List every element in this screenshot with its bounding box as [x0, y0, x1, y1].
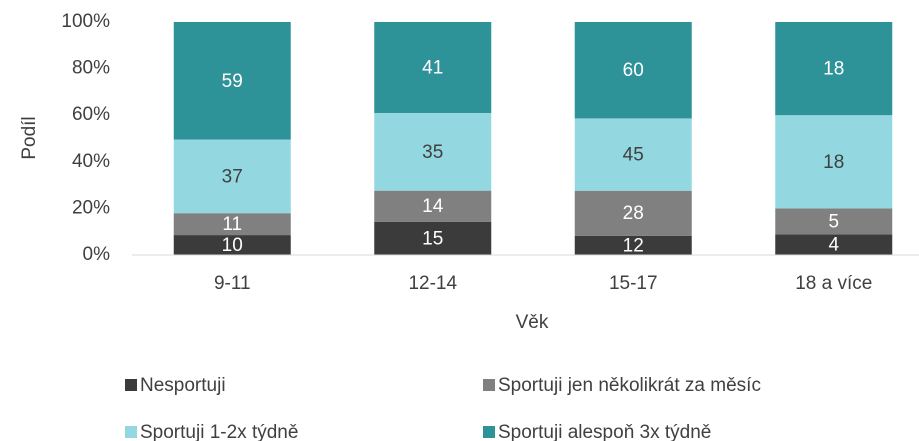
x-axis-title: Věk	[516, 312, 549, 333]
legend-label: Sportuji jen několikrát za měsíc	[498, 375, 761, 396]
legend-label: Nesportuji	[140, 375, 226, 396]
bar-segment	[775, 115, 893, 209]
legend-label: Sportuji alespoň 3x týdně	[498, 422, 711, 441]
bar-segment	[775, 22, 893, 116]
bar-segment	[374, 221, 492, 255]
x-tick-label: 18 a více	[795, 273, 872, 294]
data-label: 15	[422, 228, 443, 249]
x-tick-label: 9-11	[214, 273, 251, 294]
bar-segment	[775, 234, 893, 255]
data-label: 18	[823, 59, 844, 80]
data-label: 14	[422, 196, 444, 217]
data-label: 60	[623, 60, 644, 81]
bar-segment	[173, 213, 291, 236]
bar-segment	[173, 22, 291, 140]
data-label: 28	[623, 203, 644, 224]
legend-swatch	[483, 379, 495, 391]
data-label: 18	[823, 152, 844, 173]
data-label: 37	[222, 166, 243, 187]
data-label: 12	[623, 235, 644, 256]
y-tick-label: 40%	[72, 151, 110, 172]
bar-segment	[574, 118, 692, 191]
data-label: 5	[828, 211, 839, 232]
legend-swatch	[125, 426, 137, 438]
bar-segment	[574, 235, 692, 255]
y-axis-title: Podíl	[19, 116, 40, 159]
data-label: 41	[422, 58, 443, 79]
bar-segment	[574, 22, 692, 119]
bar-segment	[374, 190, 492, 222]
data-label: 59	[222, 71, 243, 92]
x-tick-label: 15-17	[609, 273, 658, 294]
bar-segment	[574, 190, 692, 236]
bar-segment	[374, 112, 492, 191]
bar-segment	[173, 139, 291, 214]
bar-segment	[173, 235, 291, 255]
data-label: 10	[222, 235, 243, 256]
bar-segment	[374, 22, 492, 113]
y-tick-label: 0%	[83, 244, 111, 265]
legend-label: Sportuji 1-2x týdně	[140, 422, 298, 441]
y-tick-label: 80%	[72, 58, 110, 79]
data-label: 4	[828, 235, 839, 256]
data-label: 35	[422, 142, 443, 163]
y-tick-label: 100%	[61, 11, 110, 32]
data-label: 11	[222, 214, 242, 235]
legend-swatch	[125, 379, 137, 391]
legend-swatch	[483, 426, 495, 438]
y-tick-label: 20%	[72, 197, 110, 218]
data-label: 45	[623, 145, 644, 166]
bar-segment	[775, 208, 893, 235]
x-tick-label: 12-14	[408, 273, 457, 294]
y-tick-label: 60%	[72, 104, 110, 125]
